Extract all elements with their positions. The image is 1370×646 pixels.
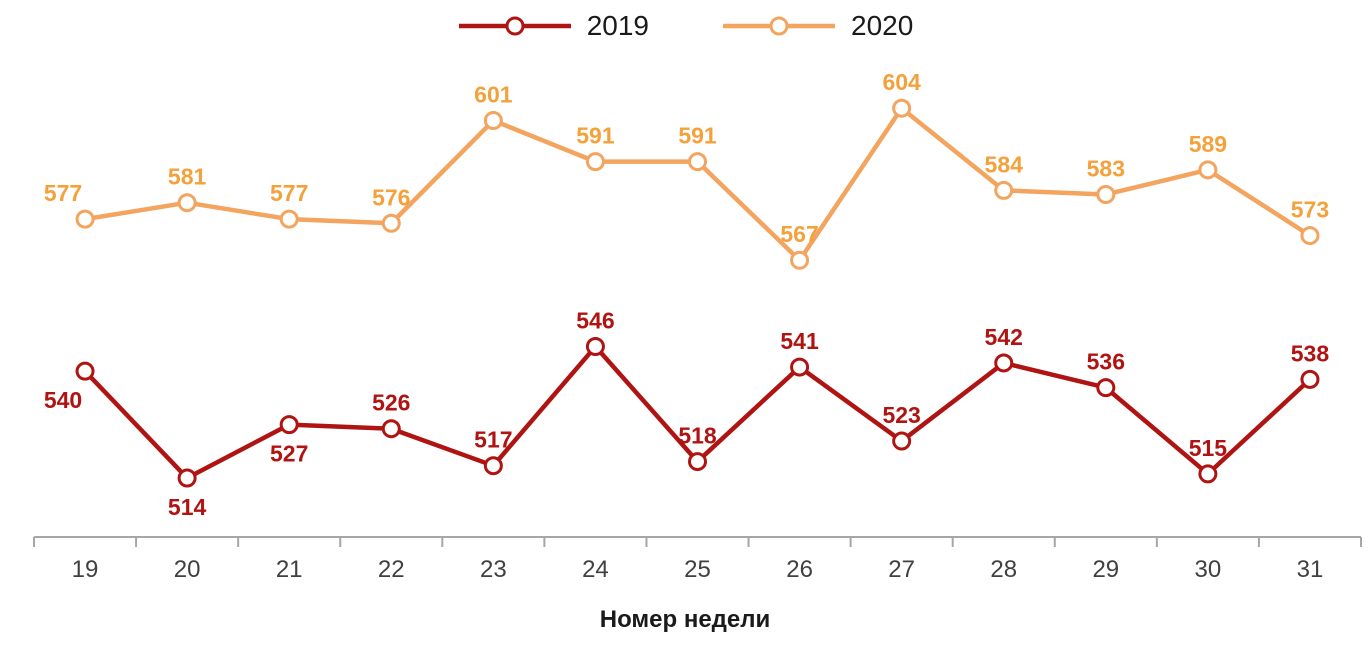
data-point-2019 bbox=[790, 357, 810, 377]
data-label-2020: 591 bbox=[678, 123, 717, 149]
data-label-2019: 536 bbox=[1087, 349, 1125, 375]
data-label-2019: 541 bbox=[780, 328, 819, 354]
data-point-2019 bbox=[892, 431, 912, 451]
data-label-2020: 577 bbox=[270, 180, 308, 206]
data-point-2019 bbox=[688, 452, 707, 472]
legend-label-2020: 2020 bbox=[851, 10, 914, 41]
data-point-2019 bbox=[994, 353, 1014, 373]
x-tick-label: 31 bbox=[1297, 556, 1324, 583]
data-point-2019 bbox=[585, 337, 605, 357]
x-tick-label: 29 bbox=[1092, 556, 1119, 583]
x-tick-label: 28 bbox=[990, 556, 1017, 583]
data-point-2020 bbox=[994, 180, 1014, 200]
data-point-2020 bbox=[279, 209, 299, 229]
data-point-2019 bbox=[75, 361, 95, 381]
data-label-2019: 523 bbox=[882, 402, 920, 428]
data-label-2020: 604 bbox=[882, 69, 921, 95]
data-label-2019: 546 bbox=[576, 308, 614, 334]
data-label-2020: 567 bbox=[780, 221, 818, 247]
x-tick-label: 22 bbox=[378, 556, 405, 583]
data-label-2019: 518 bbox=[678, 423, 717, 449]
x-tick-label: 24 bbox=[582, 556, 609, 583]
data-label-2019: 540 bbox=[44, 387, 82, 413]
data-point-2019 bbox=[381, 419, 401, 439]
data-point-2020 bbox=[1198, 160, 1218, 180]
data-point-2019 bbox=[1096, 378, 1116, 398]
data-label-2019: 514 bbox=[168, 494, 207, 520]
data-label-2020: 583 bbox=[1087, 155, 1125, 181]
data-label-2020: 581 bbox=[168, 164, 207, 190]
data-point-2020 bbox=[688, 152, 707, 172]
data-point-2019 bbox=[279, 415, 299, 435]
data-point-2020 bbox=[381, 213, 401, 233]
data-label-2019: 517 bbox=[474, 427, 512, 453]
data-label-2020: 576 bbox=[372, 184, 410, 210]
data-label-2019: 542 bbox=[985, 324, 1023, 350]
data-label-2020: 591 bbox=[576, 123, 615, 149]
data-label-2020: 577 bbox=[44, 180, 82, 206]
x-tick-label: 20 bbox=[174, 556, 201, 583]
data-point-2020 bbox=[75, 209, 95, 229]
x-tick-label: 19 bbox=[72, 556, 99, 583]
data-point-2020 bbox=[1096, 184, 1116, 204]
x-tick-label: 23 bbox=[480, 556, 507, 583]
legend-swatch-2019-icon bbox=[458, 16, 571, 36]
x-tick-label: 27 bbox=[888, 556, 915, 583]
data-point-2019 bbox=[1300, 369, 1320, 389]
data-label-2020: 589 bbox=[1189, 131, 1227, 157]
data-label-2019: 538 bbox=[1291, 340, 1330, 366]
chart-legend: 2019 2020 bbox=[0, 10, 1370, 42]
data-point-2020 bbox=[585, 152, 605, 172]
data-point-2020 bbox=[790, 250, 810, 270]
x-axis-title: Номер недели bbox=[599, 606, 771, 633]
data-point-2020 bbox=[483, 111, 503, 131]
legend-label-2019: 2019 bbox=[586, 10, 649, 41]
data-point-2019 bbox=[483, 456, 503, 476]
data-point-2019 bbox=[177, 468, 197, 488]
data-label-2019: 527 bbox=[270, 441, 308, 467]
x-tick-label: 26 bbox=[786, 556, 813, 583]
legend-item-2020: 2020 bbox=[721, 10, 913, 42]
x-tick-label: 21 bbox=[276, 556, 303, 583]
legend-item-2019: 2019 bbox=[457, 10, 649, 42]
data-label-2019: 526 bbox=[372, 390, 410, 416]
data-point-2019 bbox=[1198, 464, 1218, 484]
x-tick-label: 25 bbox=[684, 556, 711, 583]
data-label-2020: 573 bbox=[1291, 197, 1329, 223]
x-tick-label: 30 bbox=[1195, 556, 1222, 583]
legend-swatch-2020-icon bbox=[723, 16, 835, 36]
data-point-2020 bbox=[177, 193, 197, 213]
data-point-2020 bbox=[1300, 226, 1320, 246]
data-label-2019: 515 bbox=[1189, 435, 1228, 461]
data-point-2020 bbox=[892, 98, 912, 118]
data-label-2020: 584 bbox=[985, 151, 1024, 177]
data-label-2020: 601 bbox=[474, 82, 513, 108]
